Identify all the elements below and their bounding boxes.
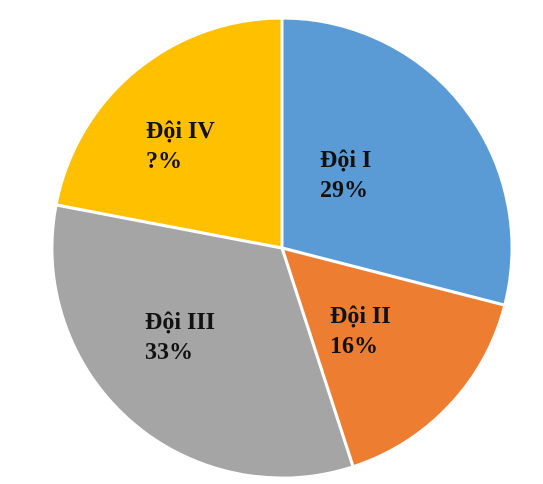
pie-slice-3 bbox=[50, 203, 355, 480]
pie-slice-2 bbox=[279, 245, 507, 469]
slice-name-label: Đội I bbox=[320, 147, 371, 173]
slice-name-label: Đội IV bbox=[146, 118, 215, 144]
pie-slice-1 bbox=[280, 16, 514, 308]
slice-value-label: 16% bbox=[330, 333, 378, 359]
slice-value-label: 33% bbox=[145, 339, 193, 365]
pie-slices bbox=[50, 16, 514, 480]
slice-name-label: Đội III bbox=[145, 309, 215, 335]
slice-name-label: Đội II bbox=[330, 303, 391, 329]
pie-slice-4 bbox=[54, 16, 284, 250]
slice-value-label: 29% bbox=[320, 177, 368, 203]
slice-labels: Đội I 29% Đội II 16% Đội III 33% Đội IV?% bbox=[145, 118, 391, 365]
slice-value-label: ?% bbox=[146, 148, 182, 174]
